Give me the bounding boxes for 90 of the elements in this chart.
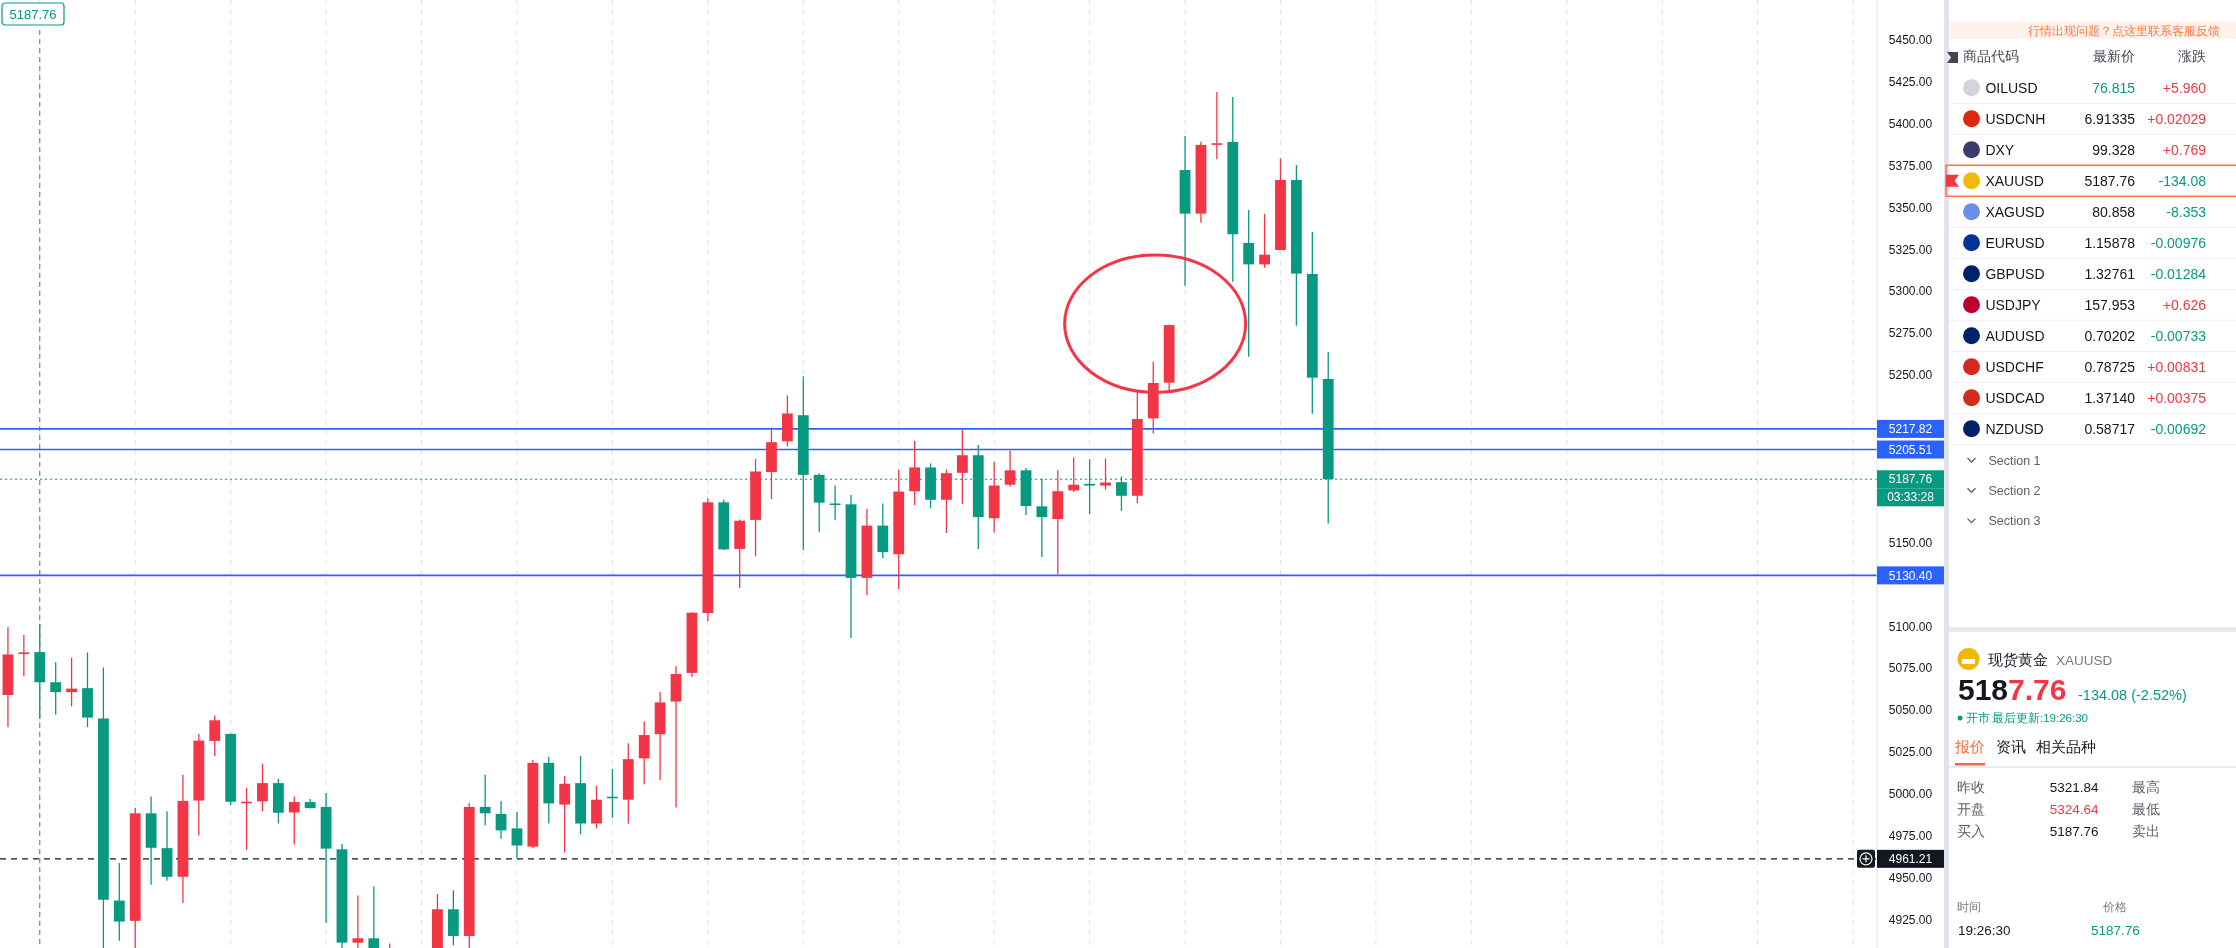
ref-line-label: 5205.51	[1888, 442, 1933, 457]
y-tick-label: 5425.00	[1888, 74, 1933, 89]
text: -0.00976	[2150, 234, 2207, 251]
text: USDCAD	[1985, 389, 2045, 406]
text: OILUSD	[1985, 79, 2038, 96]
text: 报价	[1954, 738, 1985, 755]
text: Section 1	[1988, 453, 2041, 468]
text: 5187.76	[2049, 823, 2099, 839]
text: 0.78725	[2084, 358, 2136, 375]
text: 相关品种	[2035, 738, 2096, 755]
text: XAUUSD	[1985, 172, 2044, 189]
text: -134.08 (-2.52%)	[2078, 687, 2187, 703]
text: 6.91335	[2084, 110, 2136, 127]
y-tick-label: 5300.00	[1888, 284, 1933, 299]
text: 开市	[1965, 711, 1990, 724]
y-tick-label: 5075.00	[1888, 661, 1933, 676]
text: 5321.84	[2049, 780, 2100, 795]
text: GBPUSD	[1985, 265, 2045, 282]
y-tick-label: 5000.00	[1888, 787, 1933, 802]
text: 76.815	[2092, 79, 2136, 96]
text: 资讯	[1995, 738, 2026, 755]
text: EURUSD	[1985, 234, 2045, 251]
text: DXY	[1985, 141, 2015, 158]
annotation: 5187.76	[9, 6, 57, 22]
y-tick-label: 5400.00	[1888, 116, 1933, 131]
text: USDJPY	[1985, 296, 2042, 313]
y-tick-label: 4950.00	[1888, 870, 1933, 885]
y-tick-label: 5275.00	[1888, 326, 1933, 341]
text: 时间	[1957, 900, 1981, 914]
text: USDCNH	[1985, 110, 2046, 127]
y-tick-label: 5450.00	[1888, 33, 1933, 48]
text: -0.00733	[2150, 327, 2207, 344]
y-tick-label: 5025.00	[1888, 745, 1933, 760]
text: 价格	[2102, 900, 2127, 914]
text: 1.32761	[2084, 265, 2136, 282]
text: 1.37140	[2084, 389, 2136, 406]
text: -0.00692	[2150, 420, 2207, 437]
text: 1.15878	[2084, 234, 2136, 251]
text: 0.58717	[2084, 420, 2136, 437]
text: +0.769	[2162, 141, 2207, 158]
text: +0.02029	[2147, 110, 2207, 127]
text: -134.08	[2158, 172, 2207, 189]
text: XAUUSD	[2056, 653, 2113, 668]
y-tick-label: 5250.00	[1888, 368, 1933, 383]
y-tick-label: 4975.00	[1888, 828, 1933, 843]
y-tick-label: 5100.00	[1888, 619, 1933, 634]
text: +0.00375	[2147, 389, 2207, 406]
text: Section 3	[1988, 514, 2041, 529]
ref-line-label: 5217.82	[1888, 422, 1933, 437]
text: 买入	[1957, 823, 1985, 839]
text: 5187.76	[1958, 673, 2067, 706]
text: +0.626	[2162, 296, 2207, 313]
text: +0.00831	[2147, 358, 2207, 375]
y-tick-label: 5150.00	[1888, 535, 1933, 550]
text: 5187.76	[2091, 922, 2140, 938]
text: Section 2	[1988, 483, 2041, 498]
text: 19:26:30	[1958, 922, 2011, 938]
text: 03:33:28	[1887, 490, 1935, 505]
text: +5.960	[2162, 79, 2207, 96]
text: 开盘	[1957, 801, 1985, 817]
text: 80.858	[2092, 203, 2136, 220]
ref-line-label: 5187.76	[1888, 472, 1933, 487]
text: 涨跌	[2178, 49, 2206, 64]
text: XAGUSD	[1985, 203, 2045, 220]
y-tick-label: 4925.00	[1888, 912, 1933, 927]
text: 0.70202	[2084, 327, 2136, 344]
text: -0.01284	[2150, 265, 2207, 282]
text: 99.328	[2092, 141, 2136, 158]
text: NZDUSD	[1985, 420, 2044, 437]
text: 最新价	[2093, 49, 2135, 64]
text: 最后更新:19:26:30	[1992, 711, 2088, 724]
y-tick-label: 5375.00	[1888, 158, 1933, 173]
text: 行情出现问题？点这里联系客服反馈	[2028, 23, 2220, 38]
text: 157.953	[2084, 296, 2136, 313]
y-tick-label: 5350.00	[1888, 200, 1933, 215]
y-tick-label: 5325.00	[1888, 242, 1933, 257]
text: 5187.76	[2084, 172, 2136, 189]
text: 商品代码	[1963, 49, 2019, 64]
text: AUDUSD	[1985, 327, 2045, 344]
ref-line-label: 5130.40	[1888, 568, 1933, 583]
text: -8.353	[2166, 203, 2207, 220]
text: 5324.64	[2049, 801, 2100, 817]
text: 最低	[2132, 801, 2160, 817]
y-tick-label: 5050.00	[1888, 703, 1933, 718]
text: 昨收	[1957, 780, 1985, 795]
text: 最高	[2132, 780, 2160, 795]
text: 现货黄金	[1988, 651, 2049, 668]
ref-line-label: 4961.21	[1888, 852, 1933, 867]
text: 卖出	[2132, 823, 2160, 839]
text: USDCHF	[1985, 358, 2044, 375]
